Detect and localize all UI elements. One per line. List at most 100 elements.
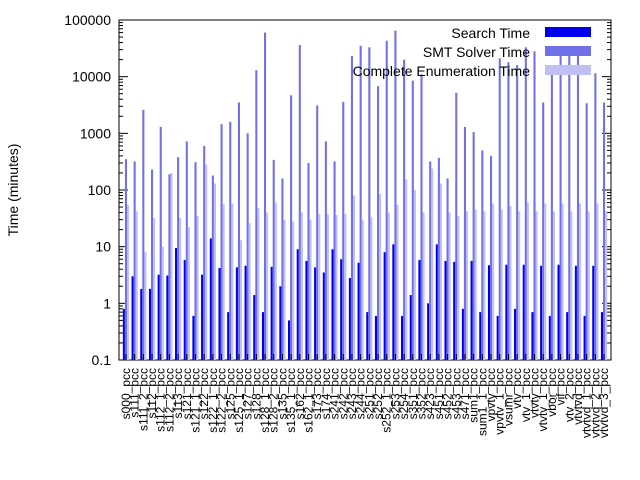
bar-complete-enumeration-time — [344, 213, 347, 360]
x-tick-label: vtvtvd_2_pcc — [588, 368, 602, 438]
bar-search-time — [131, 276, 134, 360]
bar-smt-solver-time — [133, 161, 136, 360]
bar-search-time — [331, 249, 334, 360]
bar-complete-enumeration-time — [570, 211, 573, 360]
bar-search-time — [548, 315, 551, 360]
bar-search-time — [175, 247, 178, 360]
bar-complete-enumeration-time — [492, 203, 495, 360]
x-tick-label: s122_2_pcc — [215, 368, 229, 433]
x-tick-label: s112_2_pcc — [162, 368, 176, 432]
bar-search-time — [470, 260, 473, 360]
bar-complete-enumeration-time — [326, 214, 329, 360]
bar-search-time — [487, 265, 491, 360]
bar-complete-enumeration-time — [213, 183, 216, 360]
bar-complete-enumeration-time — [205, 164, 208, 360]
bar-complete-enumeration-time — [170, 172, 173, 360]
bar-smt-solver-time — [516, 65, 519, 361]
x-tick-label: vtv_pcc — [510, 368, 524, 409]
x-tick-label: s352_pcc — [415, 368, 429, 419]
bar-complete-enumeration-time — [457, 215, 460, 360]
bar-smt-solver-time — [576, 49, 580, 361]
x-tick-label: s122_1_pcc — [206, 368, 220, 433]
bar-smt-solver-time — [463, 126, 466, 360]
bar-smt-solver-time — [237, 102, 240, 360]
y-tick-label: 0.1 — [92, 352, 112, 368]
bar-complete-enumeration-time — [179, 218, 182, 360]
bar-complete-enumeration-time — [283, 219, 286, 360]
bar-search-time — [505, 264, 508, 360]
bar-search-time — [148, 288, 151, 360]
bar-search-time — [574, 265, 577, 360]
x-tick-label: s121_pcc — [180, 368, 194, 419]
bar-complete-enumeration-time — [413, 190, 416, 360]
bar-smt-solver-time — [307, 162, 310, 360]
bar-smt-solver-time — [264, 32, 267, 360]
bar-smt-solver-time — [498, 58, 501, 361]
bar-smt-solver-time — [333, 161, 336, 360]
y-axis-title: Time (minutes) — [5, 144, 21, 237]
x-tick-label: vtvtvd_3_pcc — [597, 368, 611, 438]
bar-search-time — [461, 308, 464, 360]
bar-search-time — [157, 274, 160, 360]
x-tick-label: s252_1_pcc — [380, 368, 394, 433]
bar-smt-solver-time — [429, 161, 432, 360]
bar-complete-enumeration-time — [431, 168, 434, 360]
bar-smt-solver-time — [559, 46, 562, 360]
bar-complete-enumeration-time — [387, 212, 390, 360]
bar-complete-enumeration-time — [422, 212, 425, 360]
bar-search-time — [348, 277, 351, 360]
x-tick-label: s173_pcc — [310, 368, 324, 419]
bar-search-time — [270, 266, 273, 360]
bar-complete-enumeration-time — [396, 204, 399, 360]
bar-smt-solver-time — [394, 30, 397, 361]
bar-smt-solver-time — [324, 141, 327, 360]
bar-smt-solver-time — [342, 101, 345, 361]
bar-complete-enumeration-time — [535, 211, 538, 360]
bar-complete-enumeration-time — [579, 203, 582, 360]
x-tick-labels: s000_pccs111_pccs111_2_pccs112_pccs112_1… — [119, 368, 611, 438]
bar-complete-enumeration-time — [239, 240, 243, 360]
bar-complete-enumeration-time — [379, 193, 382, 360]
bar-smt-solver-time — [211, 175, 214, 360]
bar-search-time — [427, 303, 430, 360]
x-tick-label: s423_pcc — [423, 368, 437, 419]
legend-label: Search Time — [451, 25, 530, 41]
bar-search-time — [340, 259, 343, 360]
bar-smt-solver-time — [298, 45, 301, 361]
bar-search-time — [383, 252, 386, 360]
x-tick-label: s453_pcc — [449, 368, 463, 419]
bar-smt-solver-time — [124, 159, 127, 360]
bar-search-time — [166, 275, 169, 360]
y-tick-label: 1 — [103, 295, 111, 311]
bar-complete-enumeration-time — [561, 203, 564, 360]
bar-complete-enumeration-time — [292, 221, 295, 360]
bar-smt-solver-time — [550, 74, 553, 361]
bar-smt-solver-time — [533, 51, 536, 361]
x-tick-label: s135_1_pcc — [284, 368, 298, 433]
bar-smt-solver-time — [542, 102, 545, 360]
bar-smt-solver-time — [437, 157, 440, 360]
bar-smt-solver-time — [385, 40, 388, 361]
bar-smt-solver-time — [246, 133, 249, 360]
x-tick-label: vbor_pcc — [545, 368, 559, 417]
bar-smt-solver-time — [490, 155, 493, 360]
bar-smt-solver-time — [359, 45, 362, 360]
bar-search-time — [253, 295, 256, 360]
bar-search-time — [392, 244, 395, 360]
bar-smt-solver-time — [603, 102, 606, 360]
bar-complete-enumeration-time — [439, 183, 442, 360]
bar-complete-enumeration-time — [509, 206, 512, 360]
x-tick-label: s351_pcc — [406, 368, 420, 419]
x-tick-label: s112_pcc — [145, 368, 159, 418]
bar-search-time — [514, 308, 517, 360]
bar-complete-enumeration-time — [231, 203, 234, 360]
bar-smt-solver-time — [524, 47, 527, 360]
x-tick-label: s121_1_pcc — [188, 368, 202, 433]
y-axis-ticks: 0.1 1 10 100 1000 10000 100000 — [64, 12, 611, 368]
bar-search-time — [374, 315, 378, 360]
bar-search-time — [288, 320, 291, 360]
bar-complete-enumeration-time — [500, 209, 503, 360]
bar-smt-solver-time — [255, 70, 258, 361]
bar-search-time — [305, 260, 308, 360]
bar-complete-enumeration-time — [448, 212, 451, 360]
